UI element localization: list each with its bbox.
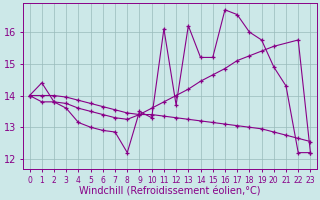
X-axis label: Windchill (Refroidissement éolien,°C): Windchill (Refroidissement éolien,°C) <box>79 187 261 197</box>
